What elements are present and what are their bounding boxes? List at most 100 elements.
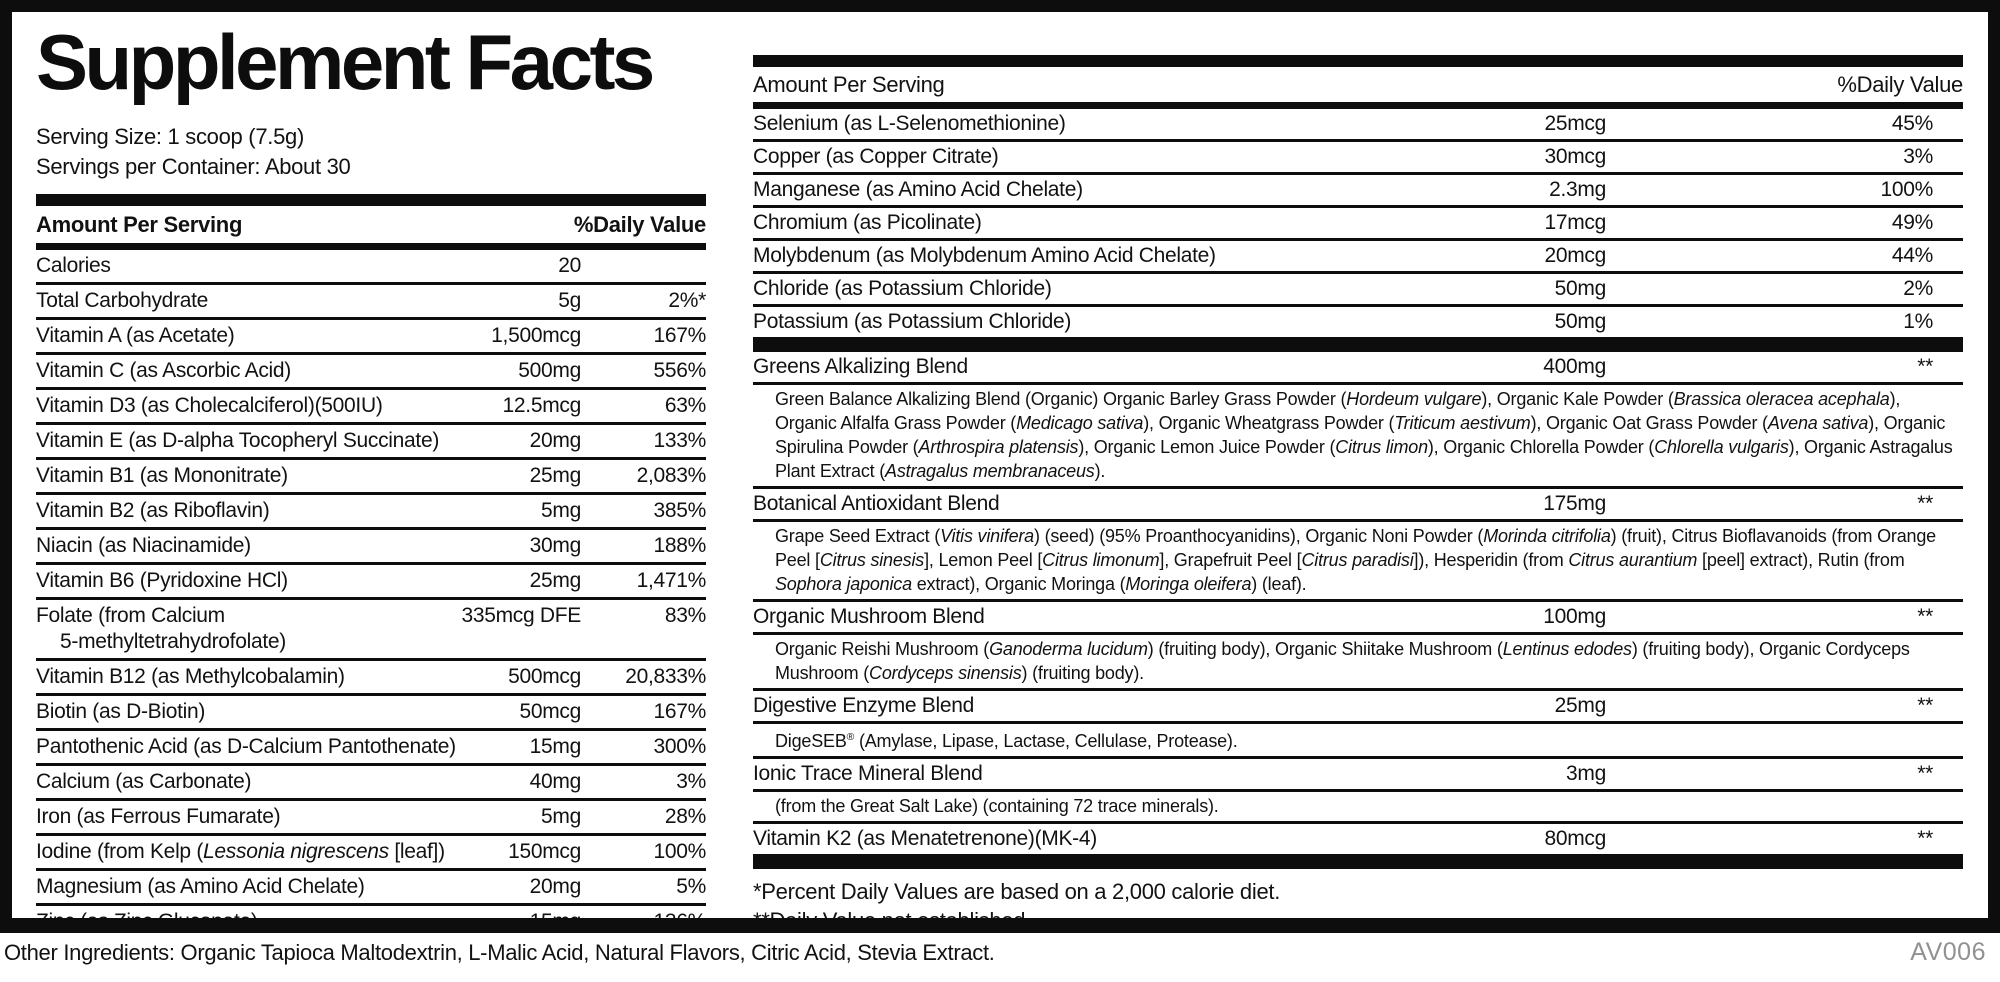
- nutrient-daily-value: 133%: [653, 428, 706, 452]
- nutrient-amount: 150mcg: [508, 839, 581, 863]
- header-underline-bar: [753, 102, 1963, 109]
- nutrient-daily-value: 20,833%: [625, 664, 706, 688]
- table-row: Calcium (as Carbonate) 40mg 3%: [36, 766, 706, 801]
- table-header-right: Amount Per Serving %Daily Value: [753, 67, 1963, 102]
- table-row: Vitamin B12 (as Methylcobalamin) 500mcg …: [36, 661, 706, 696]
- table-row: Total Carbohydrate 5g 2%*: [36, 285, 706, 320]
- blend-amount: 3mg: [1566, 762, 1606, 785]
- nutrient-name: Vitamin C (as Ascorbic Acid): [36, 358, 291, 382]
- label-code: AV006: [1910, 938, 1986, 966]
- table-row: Molybdenum (as Molybdenum Amino Acid Che…: [753, 241, 1963, 274]
- table-row: Chromium (as Picolinate) 17mcg 49%: [753, 208, 1963, 241]
- nutrient-name: Molybdenum (as Molybdenum Amino Acid Che…: [753, 244, 1216, 267]
- nutrient-name: Iron (as Ferrous Fumarate): [36, 804, 281, 828]
- blend-daily-value: **: [1917, 694, 1933, 717]
- nutrient-name: Vitamin B6 (Pyridoxine HCl): [36, 568, 288, 592]
- nutrient-amount: 5mg: [541, 498, 581, 522]
- blend-name: Organic Mushroom Blend: [753, 605, 985, 628]
- blend-title-row: Ionic Trace Mineral Blend 3mg **: [753, 759, 1963, 789]
- nutrient-daily-value: 2%: [1903, 277, 1933, 300]
- nutrient-name: Iodine (from Kelp (Lessonia nigrescens […: [36, 839, 445, 863]
- amount-per-serving-header: Amount Per Serving: [753, 72, 945, 97]
- blend-amount: 400mg: [1543, 355, 1606, 378]
- nutrient-name: Potassium (as Potassium Chloride): [753, 310, 1072, 333]
- blend-group: Ionic Trace Mineral Blend 3mg ** (from t…: [753, 759, 1963, 824]
- nutrient-table-right: Selenium (as L-Selenomethionine) 25mcg 4…: [753, 109, 1963, 337]
- panel-border-left: [0, 0, 12, 933]
- nutrient-name: Calories: [36, 253, 111, 277]
- right-column: Amount Per Serving %Daily Value Selenium…: [753, 55, 1963, 935]
- nutrient-daily-value: 45%: [1891, 112, 1933, 135]
- nutrient-amount: 20mg: [529, 874, 582, 898]
- daily-value-header: %Daily Value: [1837, 72, 1963, 97]
- nutrient-amount: 12.5mcg: [502, 393, 582, 417]
- table-row: Copper (as Copper Citrate) 30mcg 3%: [753, 142, 1963, 175]
- nutrient-daily-value: 5%: [676, 874, 706, 898]
- nutrient-amount: 50mg: [1554, 310, 1607, 333]
- nutrient-amount: 500mg: [518, 358, 581, 382]
- nutrient-name: Chromium (as Picolinate): [753, 211, 982, 234]
- blend-amount: 100mg: [1543, 605, 1606, 628]
- label-footer: Other Ingredients: Organic Tapioca Malto…: [4, 938, 1986, 967]
- blend-ingredients: (from the Great Salt Lake) (containing 7…: [753, 789, 1963, 821]
- table-row: Folate (from Calcium 5-methyltetrahydrofo…: [36, 600, 706, 661]
- blend-name: Ionic Trace Mineral Blend: [753, 762, 983, 785]
- nutrient-daily-value: 167%: [653, 699, 706, 723]
- section-divider-bar: [753, 55, 1963, 67]
- nutrient-amount: 20mg: [529, 428, 582, 452]
- nutrient-daily-value: 100%: [1880, 178, 1933, 201]
- blend-title-row: Greens Alkalizing Blend 400mg **: [753, 352, 1963, 382]
- nutrient-daily-value: 83%: [664, 603, 706, 627]
- nutrient-amount: 335mcg DFE: [461, 603, 581, 627]
- nutrient-daily-value: 28%: [664, 804, 706, 828]
- blend-name: Botanical Antioxidant Blend: [753, 492, 1000, 515]
- blend-ingredients: Green Balance Alkalizing Blend (Organic)…: [753, 382, 1963, 486]
- blend-daily-value: **: [1917, 492, 1933, 515]
- nutrient-name: Vitamin B2 (as Riboflavin): [36, 498, 270, 522]
- nutrient-amount: 50mg: [1554, 277, 1607, 300]
- table-row: Vitamin C (as Ascorbic Acid) 500mg 556%: [36, 355, 706, 390]
- blend-group: Vitamin K2 (as Menatetrenone)(MK-4) 80mc…: [753, 824, 1963, 854]
- nutrient-daily-value: 49%: [1891, 211, 1933, 234]
- nutrient-name: Magnesium (as Amino Acid Chelate): [36, 874, 365, 898]
- blend-group: Organic Mushroom Blend 100mg ** Organic …: [753, 602, 1963, 691]
- blend-title-row: Organic Mushroom Blend 100mg **: [753, 602, 1963, 632]
- table-row: Vitamin B2 (as Riboflavin) 5mg 385%: [36, 495, 706, 530]
- nutrient-daily-value: 167%: [653, 323, 706, 347]
- blend-group: Greens Alkalizing Blend 400mg ** Green B…: [753, 352, 1963, 489]
- nutrient-amount: 20: [558, 253, 581, 277]
- blend-amount: 25mg: [1554, 694, 1607, 717]
- serving-size: Serving Size: 1 scoop (7.5g): [36, 123, 304, 149]
- blend-ingredients: Grape Seed Extract (Vitis vinifera) (see…: [753, 519, 1963, 599]
- nutrient-amount: 50mcg: [519, 699, 581, 723]
- table-row: Niacin (as Niacinamide) 30mg 188%: [36, 530, 706, 565]
- blend-amount: 175mg: [1543, 492, 1606, 515]
- nutrient-amount: 25mcg: [1544, 112, 1606, 135]
- nutrient-daily-value: 556%: [653, 358, 706, 382]
- nutrient-daily-value: 3%: [676, 769, 706, 793]
- nutrient-name: Vitamin B1 (as Mononitrate): [36, 463, 288, 487]
- panel-border-right: [1988, 0, 2000, 933]
- nutrient-amount: 5g: [558, 288, 581, 312]
- nutrient-name: Folate (from Calcium 5-methyltetrahydrofo…: [36, 603, 286, 653]
- table-row: Vitamin D3 (as Cholecalciferol)(500IU) 1…: [36, 390, 706, 425]
- table-row: Manganese (as Amino Acid Chelate) 2.3mg …: [753, 175, 1963, 208]
- nutrient-name: Vitamin B12 (as Methylcobalamin): [36, 664, 345, 688]
- page-title: Supplement Facts: [36, 18, 655, 106]
- left-column: Supplement Facts Serving Size: 1 scoop (…: [36, 18, 707, 938]
- table-row: Biotin (as D-Biotin) 50mcg 167%: [36, 696, 706, 731]
- blend-daily-value: **: [1917, 762, 1933, 785]
- blend-name: Vitamin K2 (as Menatetrenone)(MK-4): [753, 827, 1097, 850]
- blend-ingredients: Organic Reishi Mushroom (Ganoderma lucid…: [753, 632, 1963, 688]
- panel-border-bottom: [0, 918, 2000, 933]
- nutrient-name: Vitamin A (as Acetate): [36, 323, 235, 347]
- table-row: Potassium (as Potassium Chloride) 50mg 1…: [753, 307, 1963, 337]
- nutrient-amount: 17mcg: [1544, 211, 1606, 234]
- nutrient-daily-value: 1,471%: [636, 568, 707, 592]
- table-header-left: Amount Per Serving %Daily Value: [36, 206, 706, 250]
- nutrient-daily-value: 2%*: [668, 288, 706, 312]
- blend-name: Digestive Enzyme Blend: [753, 694, 975, 717]
- blend-group: Botanical Antioxidant Blend 175mg ** Gra…: [753, 489, 1963, 602]
- blend-group: Digestive Enzyme Blend 25mg ** DigeSEB® …: [753, 691, 1963, 759]
